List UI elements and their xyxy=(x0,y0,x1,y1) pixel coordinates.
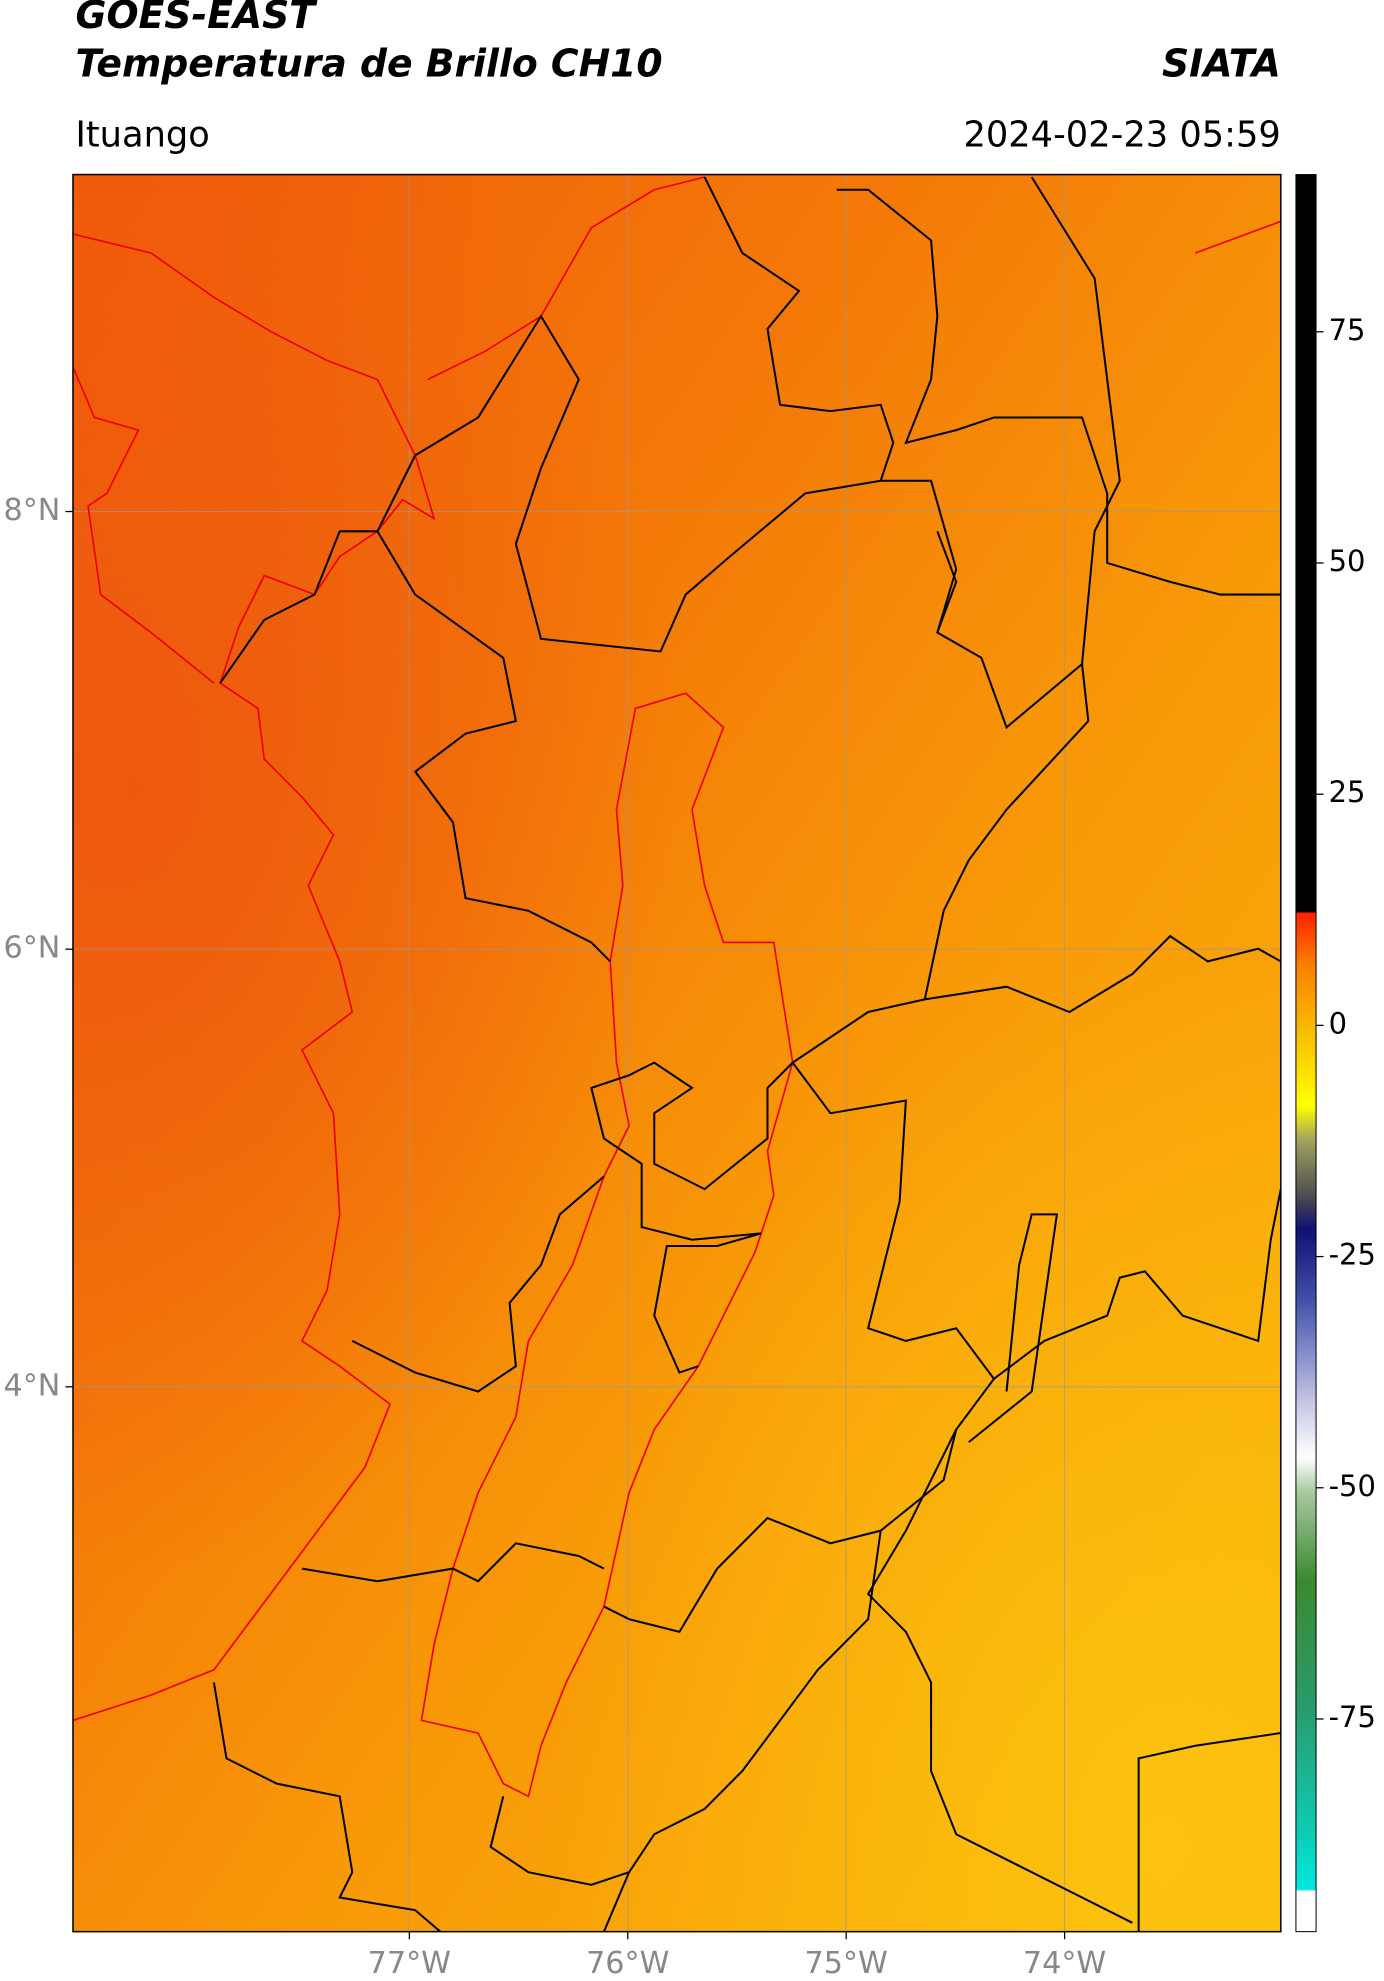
map-field xyxy=(72,174,1281,1932)
admin-boundaries xyxy=(212,176,1281,1932)
lon-tick-label: 77°W xyxy=(368,1946,451,1981)
lon-tick-label: 75°W xyxy=(805,1946,888,1981)
lon-tick-label: 74°W xyxy=(1023,1946,1106,1981)
lat-tick-label: 8°N xyxy=(4,493,61,528)
title: Temperatura de Brillo CH10 xyxy=(75,41,662,85)
colorbar xyxy=(1295,174,1317,1933)
product: GOES-EAST xyxy=(75,0,318,37)
lon-tick-label: 76°W xyxy=(586,1946,669,1981)
colorbar-tick-label: -25 xyxy=(1329,1238,1376,1272)
institution: SIATA xyxy=(1162,41,1281,85)
brightness-field xyxy=(72,174,1281,1932)
colorbar-tick-label: 75 xyxy=(1329,313,1366,347)
location: Ituango xyxy=(75,115,209,156)
coastline xyxy=(72,176,1281,1798)
colorbar-tick-label: 25 xyxy=(1329,775,1366,809)
colorbar-tick-label: 0 xyxy=(1329,1006,1347,1040)
datetime: 2024-02-23 05:59 xyxy=(963,115,1280,156)
colorbar-tick-label: -50 xyxy=(1329,1469,1376,1503)
colorbar-tick-label: -75 xyxy=(1329,1700,1376,1734)
colorbar-tick-label: 50 xyxy=(1329,544,1366,578)
map-frame xyxy=(72,173,1282,1933)
lat-tick-label: 6°N xyxy=(4,931,61,966)
lat-tick-label: 4°N xyxy=(4,1368,61,1403)
